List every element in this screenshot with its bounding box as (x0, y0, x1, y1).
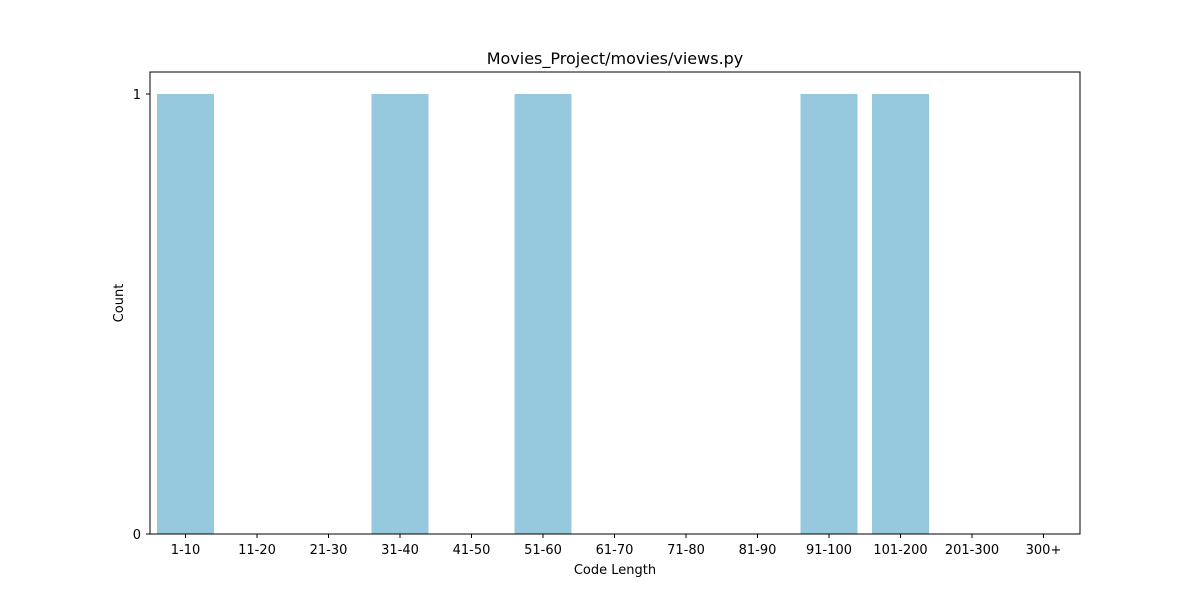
x-tick-label: 41-50 (453, 543, 491, 558)
chart-title: Movies_Project/movies/views.py (487, 49, 744, 69)
x-tick-label: 91-100 (806, 543, 852, 558)
y-axis: 01 (133, 88, 150, 543)
bar-51-60 (514, 94, 572, 534)
x-tick-label: 11-20 (238, 543, 276, 558)
x-tick-label: 101-200 (873, 543, 927, 558)
bar-31-40 (371, 94, 429, 534)
bar-91-100 (800, 94, 858, 534)
x-tick-label: 61-70 (596, 543, 634, 558)
x-axis-label: Code Length (574, 563, 656, 578)
x-tick-label: 71-80 (667, 543, 705, 558)
plot-frame (149, 71, 1081, 535)
y-tick-label: 1 (133, 88, 141, 103)
x-tick-label: 300+ (1026, 543, 1062, 558)
x-tick-label: 1-10 (171, 543, 201, 558)
x-tick-label: 201-300 (945, 543, 999, 558)
y-axis-label: Count (112, 284, 127, 323)
x-axis: 1-10 11-20 21-30 31-40 41-50 51-60 61-70 71-80 8… (171, 534, 1062, 558)
bar-1-10 (157, 94, 214, 534)
bars-layer (157, 94, 929, 534)
x-tick-label: 21-30 (310, 543, 348, 558)
x-tick-label: 51-60 (524, 543, 562, 558)
bar-101-200 (872, 94, 929, 534)
x-tick-label: 81-90 (739, 543, 777, 558)
y-tick-label: 0 (133, 528, 141, 543)
x-tick-label: 31-40 (381, 543, 419, 558)
